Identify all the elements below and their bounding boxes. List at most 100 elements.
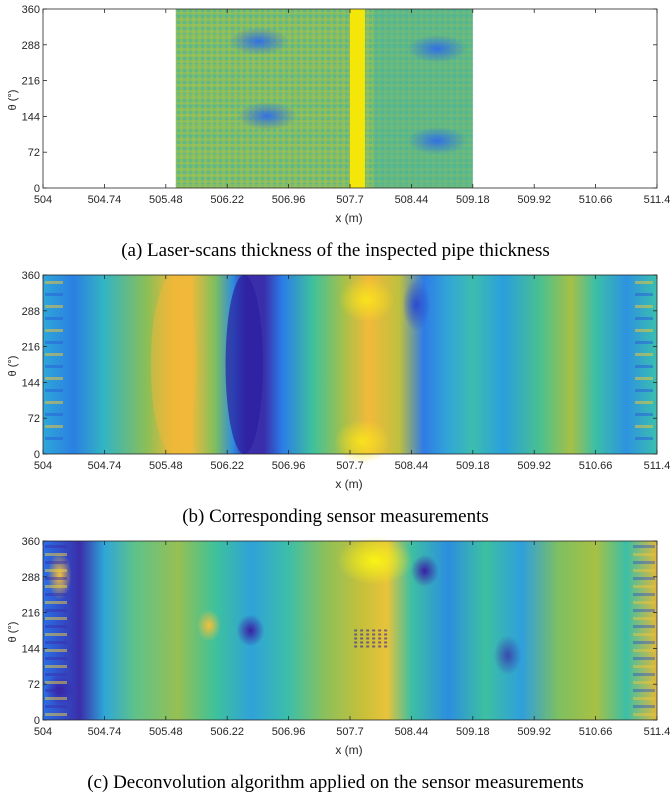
y-axis-label-c: θ (°)	[7, 622, 19, 643]
center-noise	[378, 637, 382, 640]
x-tick-label: 509.18	[456, 726, 490, 738]
center-noise	[372, 645, 376, 648]
x-tick-label: 504	[34, 726, 52, 738]
center-noise	[354, 637, 358, 640]
edge-noise	[633, 665, 655, 668]
dark-spot	[402, 278, 431, 331]
caption-a: (a) Laser-scans thickness of the inspect…	[121, 240, 550, 261]
center-noise	[360, 637, 364, 640]
center-noise	[354, 641, 358, 644]
edge-noise	[633, 617, 655, 620]
y-tick-label: 360	[22, 536, 40, 548]
x-tick-label: 509.18	[456, 460, 490, 472]
center-noise	[354, 629, 358, 632]
edge-noise	[45, 673, 67, 676]
center-noise	[360, 633, 364, 636]
edge-noise	[45, 353, 63, 356]
edge-noise	[45, 665, 67, 668]
scan-texture-line	[175, 94, 473, 96]
plot-frame	[42, 274, 658, 455]
edge-noise	[633, 609, 655, 612]
scan-texture-line	[175, 134, 473, 136]
edge-noise	[45, 689, 67, 692]
plot-frame	[42, 540, 658, 721]
center-noise	[360, 629, 364, 632]
y-tick-label: 144	[22, 643, 40, 655]
center-noise	[366, 633, 370, 636]
center-noise	[372, 637, 376, 640]
edge-noise	[633, 705, 655, 708]
center-noise	[384, 629, 388, 632]
x-tick-label: 509.92	[517, 194, 551, 206]
edge-noise	[45, 401, 63, 404]
center-noise	[366, 629, 370, 632]
edge-noise	[633, 585, 655, 588]
x-tick-label: 506.22	[210, 460, 244, 472]
edge-noise	[633, 633, 655, 636]
center-noise	[372, 633, 376, 636]
y-tick-label: 72	[28, 679, 40, 691]
edge-noise	[633, 673, 655, 676]
edge-noise	[45, 705, 67, 708]
dark-spot	[407, 34, 468, 63]
scan-texture-line	[175, 144, 473, 146]
edge-noise	[45, 281, 63, 284]
edge-noise	[633, 593, 655, 596]
edge-noise	[45, 425, 63, 428]
dark-spot	[493, 635, 522, 676]
bright-spot	[338, 277, 395, 322]
panel-b: 504 504.74 505.48 506.22 506.96 507.7 508.44 50…	[0, 266, 671, 531]
x-tick-label: 508.44	[395, 460, 429, 472]
edge-noise	[45, 545, 67, 548]
edge-noise	[633, 577, 655, 580]
x-tick-label: 506.96	[272, 726, 306, 738]
center-noise	[360, 645, 364, 648]
center-noise	[384, 637, 388, 640]
edge-noise	[45, 713, 67, 716]
y-tick-label: 216	[22, 76, 40, 88]
edge-noise	[45, 697, 67, 700]
dark-band	[225, 275, 263, 454]
edge-noise	[45, 293, 63, 296]
center-noise	[384, 645, 388, 648]
y-tick-label: 288	[22, 306, 40, 318]
center-noise	[378, 633, 382, 636]
edge-noise	[45, 593, 67, 596]
x-axis-label-a: x (m)	[335, 211, 362, 225]
scan-texture-line	[175, 44, 473, 46]
center-noise	[354, 645, 358, 648]
bright-spot	[47, 551, 72, 600]
edge-noise	[635, 329, 653, 332]
x-tick-label: 504	[34, 460, 52, 472]
y-tick-label: 0	[34, 183, 40, 195]
y-axis-label-a: θ (°)	[7, 90, 19, 111]
center-noise	[372, 629, 376, 632]
scan-texture-line	[175, 54, 473, 56]
scan-texture-line	[175, 24, 473, 26]
panel-a: 504 504.74 505.48 506.22 506.96 507.7 508.44 50…	[0, 0, 671, 265]
center-noise	[354, 633, 358, 636]
x-tick-label: 511.4	[644, 194, 671, 206]
y-tick-label: 288	[22, 40, 40, 52]
x-tick-label: 508.44	[395, 194, 429, 206]
edge-noise	[45, 657, 67, 660]
edge-noise	[45, 577, 67, 580]
x-axis-label-b: x (m)	[335, 477, 362, 491]
x-tick-label: 511.4	[644, 726, 671, 738]
heatmap-c: 504 504.74 505.48 506.22 506.96 507.7 508.44 50…	[7, 536, 671, 757]
x-tick-label: 504.74	[88, 460, 122, 472]
edge-noise	[45, 681, 67, 684]
edge-noise	[45, 317, 63, 320]
x-tick-label: 507.7	[336, 726, 364, 738]
y-tick-label: 72	[28, 147, 40, 159]
edge-noise	[635, 293, 653, 296]
x-tick-label: 505.48	[149, 194, 183, 206]
center-noise	[384, 633, 388, 636]
edge-noise	[635, 389, 653, 392]
y-tick-label: 144	[22, 111, 40, 123]
edge-noise	[633, 713, 655, 716]
x-tick-label: 504.74	[88, 194, 122, 206]
edge-noise	[633, 641, 655, 644]
edge-noise	[45, 305, 63, 308]
scan-texture-line	[175, 124, 473, 126]
